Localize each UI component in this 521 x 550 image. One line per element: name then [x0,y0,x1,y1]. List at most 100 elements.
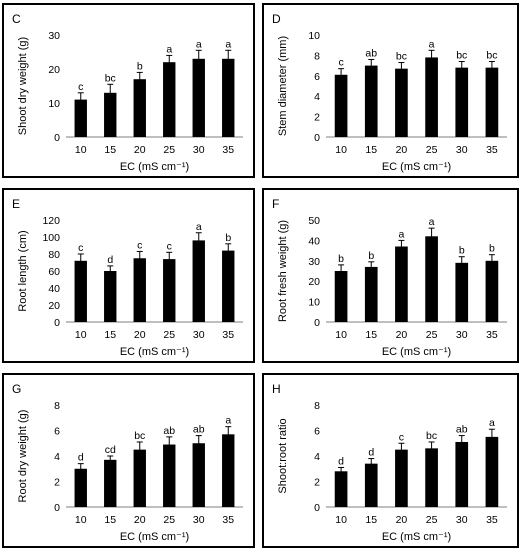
bar [334,74,348,137]
y-tick-label: 8 [314,400,320,412]
chart-f: F 0 10 20 30 40 50 Root fresh weight (g) b 10 b 15 a… [272,197,507,358]
y-tick-label: 20 [308,276,320,288]
significance-letter: bc [105,72,116,84]
bar [364,65,378,137]
panel-label: H [272,382,281,396]
bar [222,58,235,137]
bar [74,468,87,507]
significance-letter: bc [396,51,407,63]
x-tick-label: 35 [222,329,234,341]
x-tick-label: 10 [335,144,347,156]
bar [334,471,348,507]
significance-letter: bc [456,50,467,62]
significance-letter: d [338,455,344,467]
bar [455,441,469,507]
y-tick-label: 10 [48,98,60,110]
y-tick-label: 80 [48,249,60,261]
x-tick-label: 25 [163,329,175,341]
significance-letter: b [338,253,344,265]
bar [163,259,176,322]
x-tick-label: 10 [75,514,87,526]
x-tick-label: 20 [134,514,146,526]
x-tick-label: 35 [222,514,234,526]
x-tick-label: 20 [134,144,146,156]
y-tick-label: 20 [48,64,60,76]
significance-letter: bc [134,430,145,442]
chart-panel-f: F 0 10 20 30 40 50 Root fresh weight (g) b 10 b 15 a… [262,188,519,363]
x-tick-label: 30 [456,514,468,526]
x-tick-label: 20 [396,329,408,341]
y-tick-label: 2 [54,477,60,489]
y-tick-label: 30 [308,256,320,268]
y-tick-label: 40 [48,283,60,295]
x-tick-label: 25 [426,144,438,156]
x-axis-label: EC (mS cm⁻¹) [120,346,189,358]
significance-letter: bc [486,50,497,62]
y-axis-label: Root length (cm) [17,230,29,311]
significance-letter: b [225,232,231,244]
x-axis-label: EC (mS cm⁻¹) [120,161,189,173]
y-tick-label: 0 [314,317,320,329]
y-tick-label: 120 [42,215,60,227]
x-axis-label: EC (mS cm⁻¹) [120,531,189,543]
y-tick-label: 30 [48,30,60,42]
x-tick-label: 35 [486,329,498,341]
y-axis-label: Shoot dry weight (g) [17,37,29,135]
bar [425,57,438,137]
bar [163,444,176,507]
bar [104,92,117,137]
significance-letter: a [225,415,231,427]
bar [425,236,438,322]
bar [133,258,146,322]
chart-d: D 0 2 4 6 8 10 Stem diameter (mm) c 10 ab 15 bc 20 a 25… [272,12,507,173]
chart-c: C 0 10 20 30 Shoot dry weight (g) c 10 bc 15 b 20 a 2… [12,12,243,173]
bar [395,449,408,507]
bar [334,271,348,322]
bar [192,443,205,507]
bar [425,448,438,507]
chart-h: H 0 2 4 6 8 Shoot:root ratio d 10 d 15 c 20 bc 25 ab 30 a… [272,382,507,543]
x-tick-label: 35 [486,514,498,526]
significance-letter: a [166,43,172,55]
significance-letter: d [78,452,84,464]
x-tick-label: 25 [426,329,438,341]
bar [222,434,235,507]
significance-letter: c [167,240,172,252]
x-tick-label: 25 [163,144,175,156]
y-tick-label: 60 [48,266,60,278]
x-tick-label: 10 [335,514,347,526]
y-tick-label: 6 [54,426,60,438]
x-axis-label: EC (mS cm⁻¹) [382,531,451,543]
significance-letter: a [429,38,435,50]
x-tick-label: 10 [75,329,87,341]
x-tick-label: 20 [134,329,146,341]
x-tick-label: 25 [163,514,175,526]
chart-panel-h: H 0 2 4 6 8 Shoot:root ratio d 10 d 15 c 20 bc 25 ab 30 a… [262,373,519,548]
x-tick-label: 15 [104,329,116,341]
bar [133,79,146,137]
y-tick-label: 4 [314,91,320,103]
y-tick-label: 2 [314,112,320,124]
bar [395,68,408,137]
y-tick-label: 0 [54,502,60,514]
chart-panel-c: C 0 10 20 30 Shoot dry weight (g) c 10 bc 15 b 20 a 2… [2,3,255,178]
x-tick-label: 15 [365,144,377,156]
significance-letter: ab [365,47,377,59]
significance-letter: b [137,60,143,72]
y-tick-label: 4 [54,451,60,463]
y-tick-label: 0 [54,132,60,144]
bar [163,62,176,138]
bar [222,250,235,322]
bar [455,262,469,322]
y-tick-label: 20 [48,300,60,312]
bar [455,67,469,137]
significance-letter: a [398,228,404,240]
x-tick-label: 20 [396,144,408,156]
significance-letter: b [368,250,374,262]
chart-panel-g: G 0 2 4 6 8 Root dry weight (g) d 10 cd 15 bc 20 ab 25… [2,373,255,548]
y-tick-label: 0 [314,502,320,514]
x-tick-label: 30 [456,144,468,156]
x-tick-label: 35 [222,144,234,156]
significance-letter: ab [163,425,175,437]
significance-letter: c [399,431,404,443]
